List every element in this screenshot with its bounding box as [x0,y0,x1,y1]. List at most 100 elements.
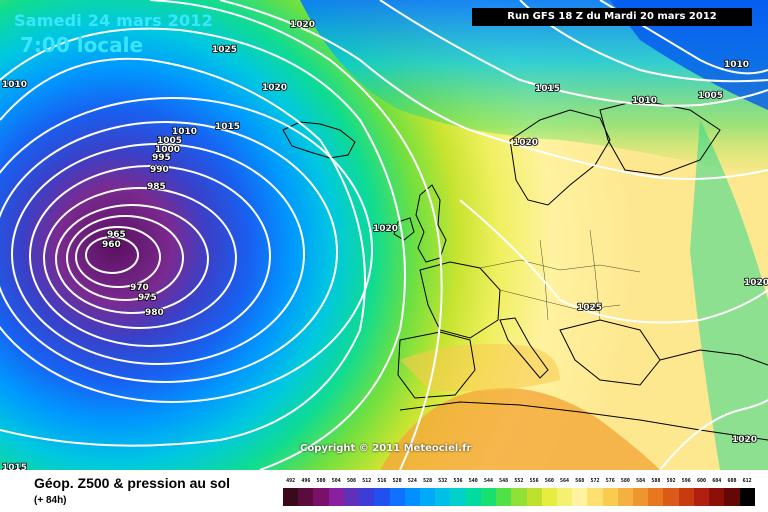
iberia-outline [397,331,476,399]
scale-label: 564 [560,478,570,484]
scale-swatch [328,488,344,506]
scale-label: 504 [331,478,341,484]
scale-swatch [617,488,634,506]
isobar-label: 1020 [744,278,768,288]
scale-swatch [283,488,299,506]
scale-label: 556 [529,478,539,484]
scale-label: 540 [468,478,478,484]
scale-label: 584 [636,478,646,484]
isobar-970 [66,215,184,301]
isobar-label: 970 [130,283,149,293]
isobar-960 [85,236,139,274]
scale-swatch [374,488,390,506]
isobar-label: 1020 [513,138,538,148]
scale-label: 512 [362,478,372,484]
eastern-trough-shading [690,120,768,470]
scale-swatch [359,488,375,506]
iberia-warm-shading [400,344,560,392]
scale-label: 508 [346,478,356,484]
italy-outline [499,317,549,379]
scale-swatch [709,488,725,506]
scale-swatch [343,488,360,506]
scale-label: 552 [514,478,524,484]
model-run-info: Run GFS 18 Z du Mardi 20 mars 2012 [472,8,752,26]
scale-swatch [678,488,694,506]
scale-label: 568 [575,478,585,484]
isobar-label: 960 [102,240,121,250]
scale-swatch [556,488,573,506]
scale-label: 592 [666,478,676,484]
scale-swatch [587,488,603,506]
scale-swatch [465,488,481,506]
isobar-label: 1020 [262,83,287,93]
scale-label: 596 [681,478,691,484]
isobar-label: 1015 [2,463,27,470]
isobar-1005 [0,57,366,447]
border-line [499,289,621,311]
black-sea-coast [659,349,768,366]
scale-label: 604 [712,478,722,484]
color-scale-legend: 492 496 500 504 508 512 516 520 524 528 532 536 540 5… [283,478,755,508]
arctic-low-shading [610,0,768,110]
isobar-label: 975 [138,293,157,303]
isobar-1015 [149,0,443,470]
scale-swatch [648,488,664,506]
scale-label: 496 [301,478,311,484]
scale-labels: 492 496 500 504 508 512 516 520 524 528 532 536 540 5… [283,478,755,488]
border-line [539,239,549,321]
isobar-1010 [0,27,406,470]
isobar-label: 1010 [172,127,197,137]
scale-swatch [404,488,420,506]
scale-swatch [541,488,557,506]
isobars [0,0,768,470]
isobar-985 [29,165,271,347]
isobar-1015-north [379,0,768,107]
scale-swatch [511,488,527,506]
isobar-980 [43,187,237,329]
africa-warm-shading [380,388,660,470]
forecast-lead-time: (+ 84h) [34,495,67,506]
scale-swatch [633,488,649,506]
isobar-label: 1025 [577,303,602,313]
scale-label: 588 [651,478,661,484]
scale-label: 492 [286,478,296,484]
scale-label: 524 [407,478,417,484]
isobar-label: 980 [145,308,164,318]
scale-label: 576 [605,478,615,484]
isobar-label: 985 [147,182,166,192]
isobar-995 [0,121,338,383]
scale-swatch [298,488,314,506]
isobar-label: 1025 [212,45,237,55]
scale-bar [283,488,755,506]
scale-swatch [739,488,755,506]
ireland-outline [393,217,415,241]
iceland-outline [282,121,356,159]
scale-label: 548 [499,478,509,484]
scale-label: 536 [453,478,463,484]
isobar-975 [55,204,209,314]
borders [479,229,641,321]
scale-swatch [480,488,497,506]
isobar-990 [11,143,305,365]
scale-label: 532 [438,478,448,484]
scale-label: 560 [544,478,554,484]
scale-swatch [419,488,436,506]
scale-swatch [663,488,679,506]
france-outline [419,261,501,339]
scale-swatch [693,488,710,506]
scale-swatch [496,488,512,506]
scale-label: 612 [742,478,752,484]
scale-swatch [526,488,542,506]
isobar-label: 1020 [290,20,315,30]
map-title: Géop. Z500 & pression au sol [34,475,231,491]
balkans-outline [559,319,661,386]
isobar-1000 [0,97,373,403]
finland-russia-outline [599,99,721,176]
isobar-label: 1020 [373,224,398,234]
scale-label: 520 [392,478,402,484]
isobar-label: 1020 [732,435,757,445]
border-line [589,229,601,321]
forecast-date: Samedi 24 mars 2012 [14,11,213,30]
scale-label: 544 [483,478,493,484]
scale-label: 528 [423,478,433,484]
